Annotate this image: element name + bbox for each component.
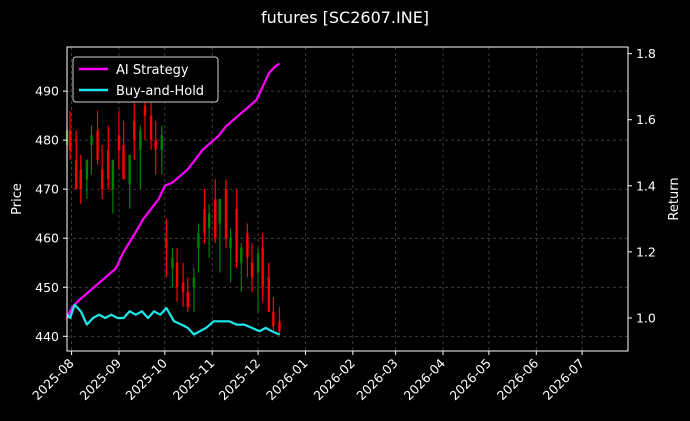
candle-body [79, 169, 82, 190]
y2-tick-label: 1.2 [636, 244, 656, 259]
y2-tick-label: 1.8 [636, 46, 656, 61]
y2-tick-label: 1.4 [636, 178, 656, 193]
legend-box [72, 56, 219, 103]
candle-body [171, 257, 174, 268]
candle-body [111, 159, 115, 190]
legend: AI Strategy Buy-and-Hold [72, 56, 219, 103]
candle-body [246, 233, 249, 258]
candle-body [240, 248, 243, 263]
candle-body [181, 282, 185, 293]
candle-body [133, 120, 136, 141]
candle-body [107, 149, 110, 180]
candle-body [278, 321, 281, 332]
candle-body [197, 233, 200, 249]
x-tick-label: 2026-03 [353, 356, 401, 404]
candle-body [272, 311, 275, 327]
candle-body [256, 252, 260, 273]
candle-body [139, 130, 142, 150]
x-tick-label: 2026-05 [446, 356, 494, 404]
y2-tick-label: 1.6 [636, 112, 656, 127]
candle-body [74, 159, 78, 190]
y2-tick-label: 1.0 [636, 310, 656, 325]
buy-and-hold-line [66, 303, 280, 336]
y2-axis-label: Return [667, 177, 682, 220]
x-tick-label: 2025-12 [216, 356, 264, 404]
y-tick-label: 480 [35, 133, 59, 148]
candle-body [214, 199, 217, 239]
candle-body [218, 199, 222, 224]
x-tick-label: 2026-04 [401, 355, 449, 403]
candle-body [85, 159, 89, 180]
candle-body [143, 105, 147, 116]
x-tick-label: 2025-09 [77, 355, 125, 403]
ai-strategy-line [66, 62, 281, 319]
y-axis-label: Price [10, 183, 25, 215]
candlesticks [65, 81, 281, 337]
y-tick-label: 460 [35, 231, 59, 246]
candle-body [175, 262, 179, 288]
candle-body [128, 154, 131, 185]
candle-body [122, 145, 125, 180]
candle-body [192, 277, 196, 288]
candle-body [68, 130, 72, 150]
candle-body [261, 248, 264, 288]
y-tick-label: 490 [35, 84, 59, 99]
candle-body [90, 135, 93, 146]
x-tick-label: 2025-08 [29, 355, 77, 403]
x-tick-label: 2026-06 [494, 355, 542, 403]
candle-body [229, 238, 232, 249]
x-tick-label: 2026-07 [540, 356, 588, 404]
candle-body [203, 208, 206, 234]
x-tick-label: 2026-02 [310, 356, 358, 404]
legend-ai-label: AI Strategy [116, 63, 189, 78]
candle-body [160, 135, 163, 150]
x-tick-label: 2025-11 [170, 356, 218, 404]
x-tick-label: 2026-01 [263, 356, 311, 404]
x-tick-label: 2025-10 [122, 355, 170, 403]
candle-body [154, 140, 157, 150]
candle-body [267, 277, 270, 312]
legend-bh-label: Buy-and-Hold [116, 84, 204, 99]
y-tick-label: 450 [35, 280, 59, 295]
candle-body [165, 238, 168, 249]
candle-body [250, 262, 254, 278]
candle-body [100, 169, 104, 190]
series-lines [66, 62, 281, 336]
chart-title: futures [SC2607.INE] [261, 8, 429, 27]
candle-body [149, 115, 153, 141]
candle-body [96, 130, 99, 160]
y-tick-label: 470 [35, 182, 59, 197]
plot-frame [66, 46, 629, 352]
candle-body [224, 189, 228, 239]
candle-body [207, 213, 211, 229]
candle-body [117, 135, 121, 150]
candle-body [186, 292, 189, 307]
candle-body [235, 208, 238, 263]
y-tick-label: 440 [35, 329, 59, 344]
